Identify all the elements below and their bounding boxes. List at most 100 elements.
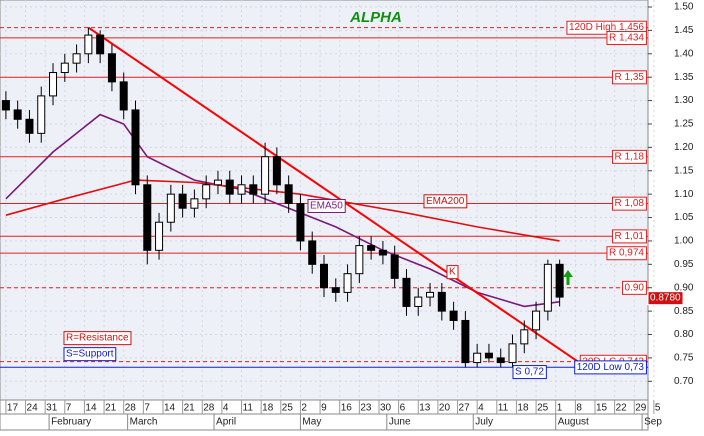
candle-body — [343, 273, 352, 293]
x-tick-label: 13 — [419, 403, 431, 414]
candle-body — [331, 287, 340, 293]
x-tick-label: 18 — [262, 403, 274, 414]
y-tick-label: 0.85 — [674, 306, 694, 317]
x-tick-label: 24 — [27, 403, 39, 414]
candle-body — [496, 357, 505, 364]
y-tick-label: 1.45 — [674, 25, 694, 36]
candle-body — [532, 310, 541, 331]
y-tick-label: 0.75 — [674, 353, 694, 364]
candle-body — [461, 319, 470, 364]
candle-body — [143, 184, 152, 251]
x-tick-label: 14 — [164, 403, 176, 414]
candle-body — [107, 53, 116, 83]
trend-line — [87, 26, 580, 364]
x-tick-label: 27 — [459, 403, 471, 414]
x-tick-label: 11 — [498, 403, 509, 414]
y-tick-label: 1.15 — [674, 165, 694, 176]
y-tick-label: 0.70 — [674, 376, 694, 387]
level-label: 120D High 1,456 — [569, 22, 644, 33]
y-tick-label: 0.90 — [674, 282, 694, 293]
level-label-box — [606, 31, 647, 46]
ema-line — [5, 179, 560, 242]
candle-body — [272, 156, 281, 186]
y-tick-label: 0.80 — [674, 329, 694, 340]
x-tick-label: 25 — [537, 403, 549, 414]
y-tick-label: 1.20 — [674, 142, 694, 153]
candle-body — [555, 263, 564, 298]
x-tick-label: 4 — [478, 403, 484, 414]
support-label-box — [512, 365, 547, 380]
x-tick-label: 21 — [184, 403, 196, 414]
level-label: 120D Low 0,73 — [577, 362, 645, 373]
annotation: S=Support — [66, 349, 114, 360]
up-arrow — [563, 270, 573, 285]
candle-body — [296, 203, 305, 242]
month-label: March — [130, 417, 158, 428]
level-label: R 1,35 — [615, 72, 645, 83]
candle-body — [390, 254, 399, 279]
y-tick-label: 1.50 — [674, 2, 694, 13]
annotation: R=Resistance — [66, 333, 129, 344]
annotation: K — [449, 267, 456, 278]
x-tick-label: 20 — [439, 403, 451, 414]
level-label-box — [612, 70, 647, 85]
x-tick-label: 30 — [380, 403, 392, 414]
candle-body — [166, 193, 175, 223]
series-label: EMA50 — [310, 200, 343, 211]
x-tick-label: 31 — [46, 403, 58, 414]
candle-body — [72, 53, 81, 64]
candle-body — [402, 277, 411, 307]
candle-body — [49, 72, 58, 97]
y-tick-label: 1.05 — [674, 212, 694, 223]
candle-body — [155, 221, 164, 251]
x-tick-label: 7 — [144, 403, 150, 414]
x-tick-label: 29 — [635, 403, 647, 414]
level-label-box — [612, 149, 647, 164]
level-label: 0.90 — [625, 282, 645, 293]
x-tick-label: 11 — [243, 403, 254, 414]
x-tick-label: 8 — [576, 403, 582, 414]
level-label: R 1,434 — [609, 33, 644, 44]
level-label: R 0,974 — [609, 248, 644, 259]
y-tick-label: 1.35 — [674, 72, 694, 83]
x-tick-label: 7 — [66, 403, 72, 414]
y-tick-label: 1.25 — [674, 119, 694, 130]
candle-body — [367, 245, 376, 251]
candle-body — [13, 109, 22, 120]
month-label: Sep — [644, 417, 662, 428]
level-label-box — [612, 229, 647, 244]
x-tick-label: 23 — [360, 403, 372, 414]
candle-body — [473, 352, 482, 364]
candle-body — [190, 198, 199, 209]
candle-body — [414, 296, 423, 307]
y-tick-label: 1.30 — [674, 95, 694, 106]
level-label: R 1,01 — [615, 231, 645, 242]
candle-body — [96, 34, 105, 55]
candle-body — [225, 179, 234, 195]
y-tick-label: 1.00 — [674, 236, 694, 247]
x-axis-band — [0, 399, 649, 431]
candle-body — [178, 193, 187, 209]
x-tick-label: 5 — [655, 403, 661, 414]
x-tick-label: 14 — [85, 403, 97, 414]
candle-body — [449, 310, 458, 321]
annotation-box — [63, 331, 132, 346]
candle-body — [202, 184, 211, 200]
level-label-box — [622, 280, 647, 295]
chart-title: ALPHA — [349, 9, 402, 26]
candle-body — [320, 263, 328, 289]
month-label: July — [475, 417, 493, 428]
x-tick-label: 22 — [616, 403, 628, 414]
candle-body — [25, 118, 34, 134]
support-label: S 0,72 — [515, 367, 544, 378]
level-label: R 1,18 — [615, 151, 645, 162]
candle-body — [60, 62, 69, 74]
level-label: R 1,08 — [615, 198, 645, 209]
x-tick-label: 15 — [596, 403, 608, 414]
month-label: May — [302, 417, 321, 428]
x-tick-label: 16 — [341, 403, 353, 414]
x-tick-label: 2 — [301, 403, 307, 414]
candle-body — [284, 184, 293, 205]
candle-body — [213, 179, 222, 186]
